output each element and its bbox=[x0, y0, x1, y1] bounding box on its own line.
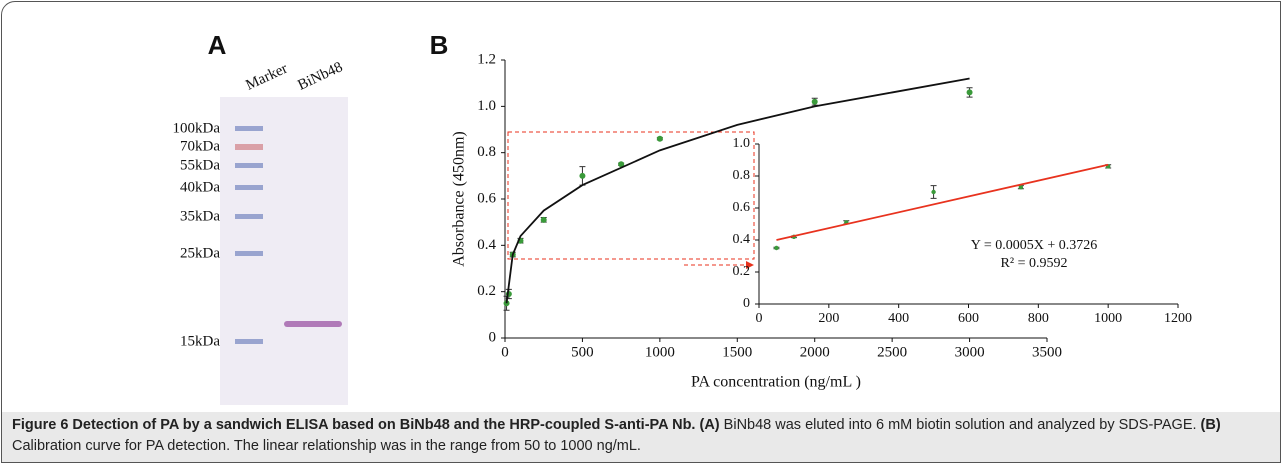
x-tick-label: 1500 bbox=[722, 344, 752, 360]
y-tick-label: 0.2 bbox=[477, 283, 496, 299]
point bbox=[656, 135, 663, 142]
point bbox=[811, 98, 818, 105]
y-tick-label: 0.2 bbox=[733, 264, 751, 279]
x-tick-label: 3000 bbox=[955, 344, 985, 360]
y-axis-label: Absorbance (450nm) bbox=[451, 131, 468, 267]
fit-line bbox=[776, 163, 1109, 241]
y-tick-label: 0.8 bbox=[477, 144, 496, 160]
caption-label: (B) bbox=[1200, 417, 1221, 433]
y-tick-label: 0.6 bbox=[477, 190, 496, 206]
y-tick-label: 1.2 bbox=[477, 51, 496, 67]
size-label: 100kDa bbox=[173, 120, 221, 136]
panel-label: A bbox=[208, 30, 227, 60]
y-tick-label: 1.0 bbox=[733, 136, 751, 151]
x-tick-label: 0 bbox=[756, 311, 763, 326]
x-tick-label: 1000 bbox=[645, 344, 675, 360]
lane-label: Marker bbox=[243, 61, 290, 94]
x-tick-label: 500 bbox=[571, 344, 594, 360]
annotation: Y = 0.0005X + 0.3726 bbox=[971, 238, 1098, 253]
x-tick-label: 400 bbox=[888, 311, 909, 326]
y-tick-label: 0.4 bbox=[477, 237, 496, 253]
x-tick-label: 3500 bbox=[1032, 344, 1062, 360]
panel-label: B bbox=[430, 30, 449, 60]
figure-art: A B Marker BiNb48 100kDa 70kDa 55kDa 40kDa 3… bbox=[173, 30, 1192, 405]
point bbox=[618, 161, 625, 168]
point bbox=[579, 172, 586, 179]
x-tick-label: 200 bbox=[818, 311, 839, 326]
point bbox=[1018, 185, 1024, 190]
point bbox=[774, 245, 779, 251]
caption: Figure 6 Detection of PA by a sandwich E… bbox=[2, 412, 1280, 462]
zoom-box bbox=[507, 131, 755, 260]
x-tick-label: 0 bbox=[501, 344, 509, 360]
x-tick-label: 800 bbox=[1028, 311, 1049, 326]
point bbox=[931, 189, 936, 195]
caption-title: Figure 6 Detection of PA by a sandwich E… bbox=[12, 417, 696, 433]
size-label: 40kDa bbox=[180, 179, 220, 195]
y-tick-label: 0.8 bbox=[733, 168, 751, 183]
size-label: 35kDa bbox=[180, 208, 220, 224]
point bbox=[966, 89, 973, 96]
x-tick-label: 600 bbox=[958, 311, 979, 326]
y-tick-label: 0.6 bbox=[733, 200, 751, 215]
caption-text: Calibration curve for PA detection. The … bbox=[12, 438, 641, 454]
caption-label: (A) bbox=[699, 417, 720, 433]
point bbox=[540, 216, 547, 223]
caption-text: BiNb48 was eluted into 6 mM biotin solut… bbox=[723, 417, 1197, 433]
size-label: 70kDa bbox=[180, 138, 220, 154]
x-axis-label: PA concentration (ng/mL ) bbox=[691, 374, 861, 391]
x-tick-label: 1200 bbox=[1164, 311, 1192, 326]
x-tick-label: 2500 bbox=[877, 344, 907, 360]
y-tick-label: 0.4 bbox=[733, 232, 751, 247]
marker-bands bbox=[235, 126, 263, 344]
size-label: 15kDa bbox=[180, 333, 220, 349]
fit-line bbox=[505, 77, 970, 304]
y-tick-label: 1.0 bbox=[477, 98, 496, 114]
size-label: 55kDa bbox=[180, 157, 220, 173]
x-tick-label: 2000 bbox=[800, 344, 830, 360]
zoom-arrow-head bbox=[746, 261, 754, 269]
size-label: 25kDa bbox=[180, 245, 220, 261]
lane-label: BiNb48 bbox=[295, 59, 345, 94]
annotation: R² = 0.9592 bbox=[1001, 256, 1068, 271]
y-tick-label: 0 bbox=[489, 329, 497, 345]
y-tick-label: 0 bbox=[743, 296, 750, 311]
x-tick-label: 1000 bbox=[1094, 311, 1122, 326]
sample-band bbox=[284, 321, 342, 327]
